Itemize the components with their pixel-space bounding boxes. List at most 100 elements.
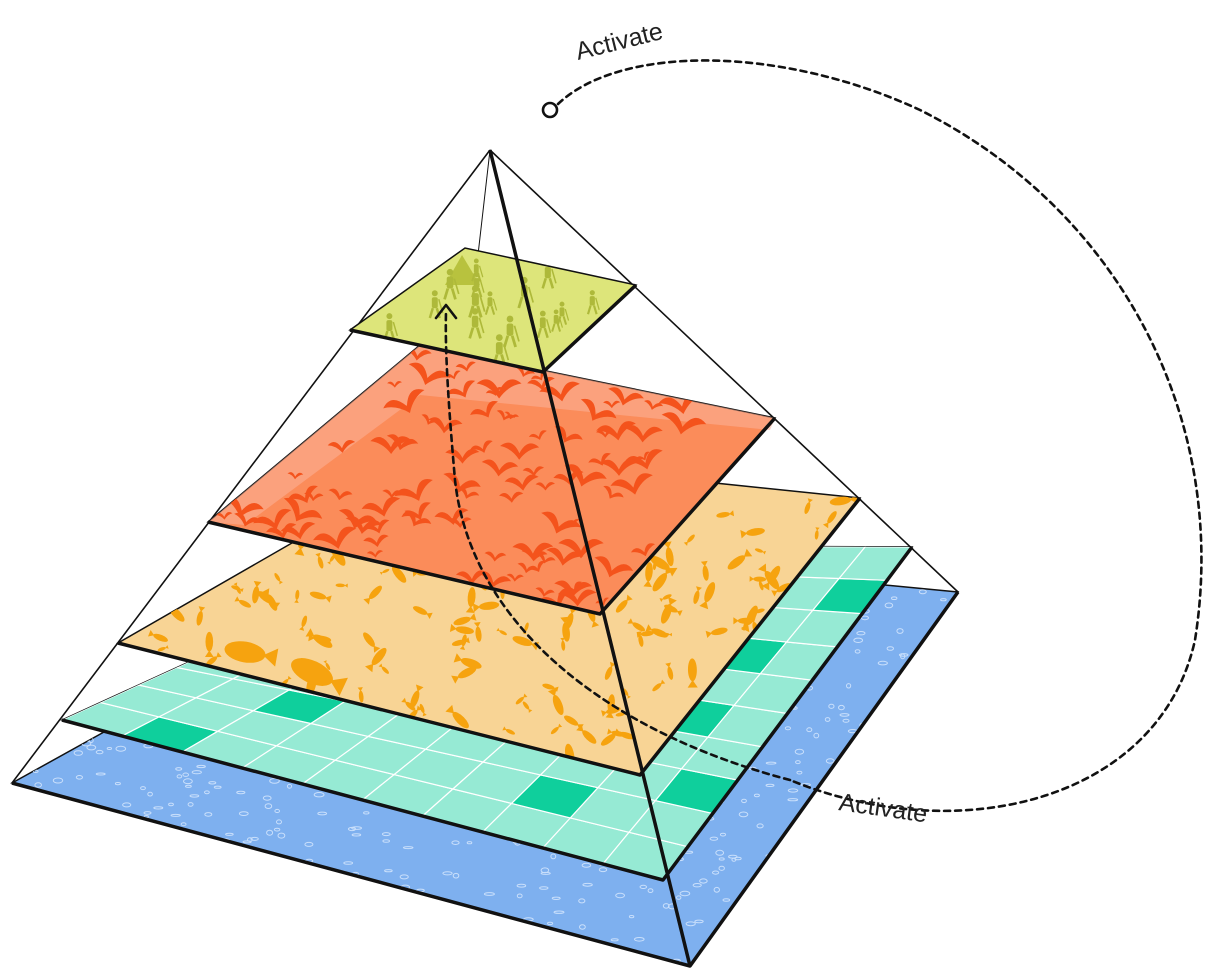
water-texture-mark xyxy=(516,893,523,899)
fish-icon xyxy=(252,580,262,604)
fish-icon xyxy=(700,560,709,581)
water-texture-mark xyxy=(839,713,850,717)
water-texture-mark xyxy=(860,615,870,621)
fish-icon xyxy=(445,704,469,729)
water-texture-mark xyxy=(685,921,696,927)
bird-icon xyxy=(599,459,638,476)
fish-icon xyxy=(196,606,206,626)
water-texture-mark xyxy=(806,727,813,733)
water-texture-mark xyxy=(191,770,202,775)
fish-icon xyxy=(206,652,222,666)
water-texture-mark xyxy=(286,783,293,789)
water-texture-mark xyxy=(140,786,146,791)
water-texture-mark xyxy=(719,832,727,837)
bird-icon xyxy=(283,497,323,522)
bird-icon xyxy=(366,550,384,558)
water-texture-mark xyxy=(846,683,852,689)
water-texture-mark xyxy=(351,833,362,837)
bird-icon xyxy=(515,366,535,377)
water-texture-mark xyxy=(796,770,803,775)
bird-icon xyxy=(470,400,498,418)
fish-icon xyxy=(378,663,389,674)
water-texture-mark xyxy=(539,886,549,890)
bird-icon xyxy=(563,518,580,528)
bird-icon xyxy=(596,421,636,441)
bird-icon xyxy=(553,470,584,486)
water-texture-mark xyxy=(795,760,801,765)
bird-icon xyxy=(580,398,617,421)
bird-icon xyxy=(328,488,353,501)
bird-icon xyxy=(541,511,582,534)
fish-icon xyxy=(643,562,653,588)
bird-icon xyxy=(546,547,584,566)
water-texture-mark xyxy=(547,921,554,926)
grid-cell xyxy=(837,546,912,581)
fish-icon xyxy=(451,637,470,647)
fish-icon xyxy=(699,582,716,610)
bird-icon xyxy=(361,496,401,517)
water-texture-mark xyxy=(250,836,259,841)
fish-icon xyxy=(645,624,668,638)
bird-icon xyxy=(223,496,264,518)
bird-icon xyxy=(661,412,707,435)
hiker-icon xyxy=(443,268,460,300)
water-texture-mark xyxy=(170,813,181,817)
water-texture-mark xyxy=(578,898,586,904)
fish-icon xyxy=(636,631,644,647)
bird-icon xyxy=(624,449,663,470)
water-texture-mark xyxy=(313,792,325,798)
water-texture-mark xyxy=(347,826,357,832)
bird-icon xyxy=(512,542,554,561)
bird-icon xyxy=(386,434,419,451)
fish-icon xyxy=(233,582,241,594)
water-texture-mark xyxy=(247,837,253,842)
bird-icon xyxy=(401,502,431,520)
water-texture-mark xyxy=(122,802,132,808)
water-texture-mark xyxy=(402,846,414,850)
water-texture-mark xyxy=(382,839,391,843)
water-texture-mark xyxy=(143,811,152,815)
water-texture-mark xyxy=(784,726,792,731)
water-texture-mark xyxy=(182,772,189,777)
water-texture-mark xyxy=(277,832,286,839)
water-texture-mark xyxy=(676,895,682,900)
water-texture-mark xyxy=(838,704,845,711)
water-texture-mark xyxy=(891,596,898,601)
water-texture-mark xyxy=(95,749,104,755)
bird-icon xyxy=(312,526,357,549)
bird-icon xyxy=(624,425,663,443)
water-texture-mark xyxy=(662,903,670,909)
water-texture-mark xyxy=(225,832,234,836)
fish-icon xyxy=(804,498,813,514)
bird-icon xyxy=(506,573,524,582)
water-texture-mark xyxy=(896,628,904,634)
bird-icon xyxy=(287,485,318,504)
water-texture-mark xyxy=(73,750,84,756)
water-texture-mark xyxy=(853,637,864,643)
bird-icon xyxy=(408,362,451,385)
tent-icon xyxy=(445,255,480,285)
water-texture-mark xyxy=(242,840,252,844)
bird-icon xyxy=(536,553,556,564)
fish-icon xyxy=(627,618,645,632)
fish-icon xyxy=(727,548,753,570)
water-texture-mark xyxy=(114,782,121,786)
fish-icon xyxy=(822,511,837,529)
water-texture-mark xyxy=(52,777,64,784)
fish-icon xyxy=(687,658,698,688)
hiker-icon xyxy=(503,315,520,348)
water-texture-mark xyxy=(579,924,586,930)
water-texture-mark xyxy=(86,744,97,751)
water-texture-mark xyxy=(115,745,127,752)
bird-icon xyxy=(557,589,597,607)
bird-icon xyxy=(470,440,493,453)
bird-icon xyxy=(588,453,611,466)
water-texture-mark xyxy=(813,732,820,739)
bird-icon xyxy=(363,534,389,548)
bird-icon xyxy=(443,472,481,493)
fish-icon xyxy=(771,583,791,597)
fish-icon xyxy=(294,589,300,603)
water-texture-mark xyxy=(940,598,947,602)
water-texture-mark xyxy=(679,890,691,897)
bird-icon xyxy=(608,387,644,406)
